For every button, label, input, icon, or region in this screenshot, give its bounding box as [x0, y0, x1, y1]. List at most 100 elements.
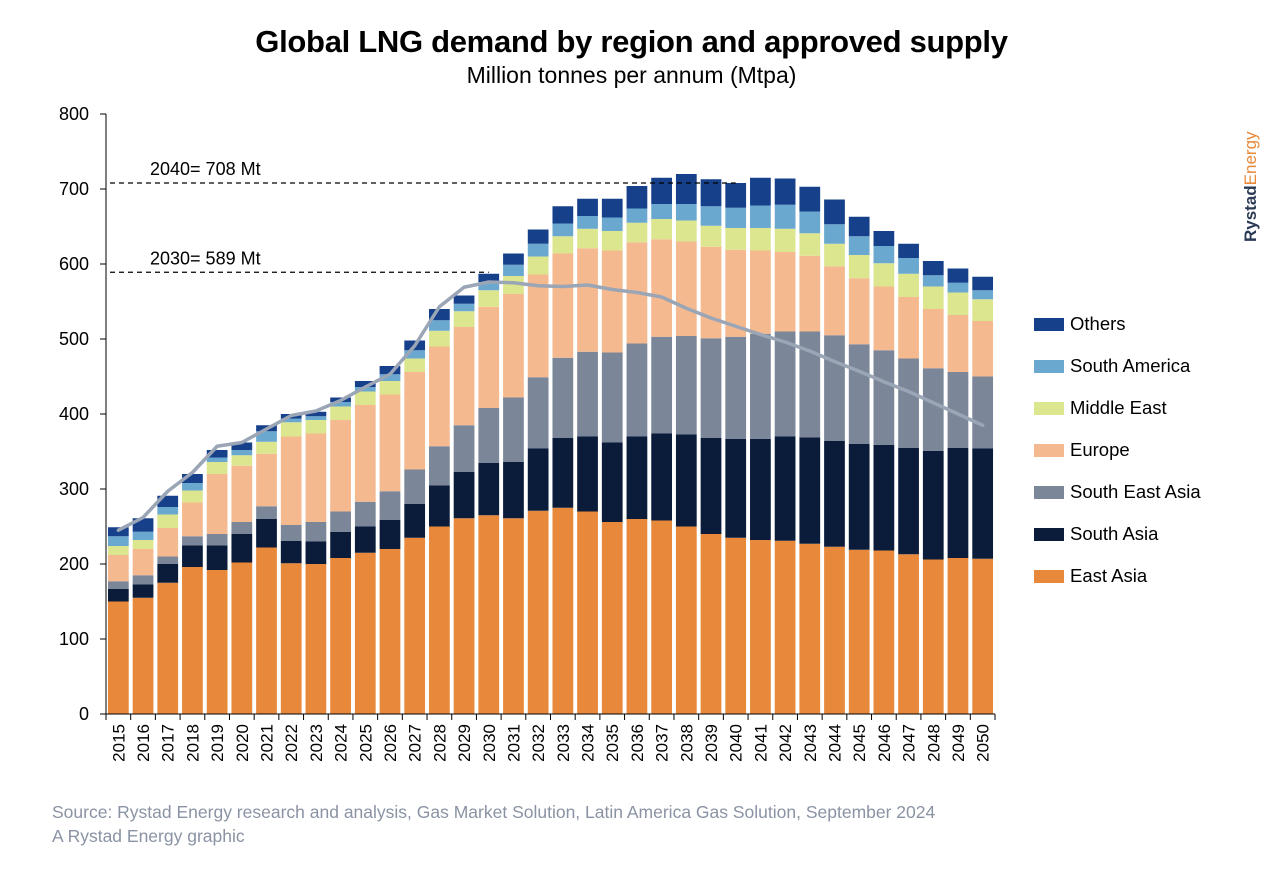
bar-segment [898, 273, 919, 297]
bar-segment [404, 504, 426, 538]
bar-segment [305, 411, 327, 417]
bar-segment [132, 549, 154, 576]
bar-segment [601, 442, 623, 522]
bar-segment [675, 241, 697, 336]
x-tick-label: 2046 [875, 724, 894, 762]
x-tick-label: 2025 [356, 724, 375, 762]
bar-segment [404, 469, 426, 504]
bar-segment [478, 273, 500, 282]
bar-segment [379, 549, 401, 714]
bar-segment [725, 438, 747, 538]
x-tick-label: 2040 [727, 724, 746, 762]
bar-segment [799, 233, 821, 256]
bar-segment [552, 253, 574, 358]
bar-segment [527, 510, 549, 714]
legend-label: South Asia [1070, 523, 1159, 544]
y-tick-label: 300 [59, 479, 89, 499]
bar-segment [750, 250, 771, 334]
bar-segment [354, 526, 376, 553]
x-tick-label: 2050 [974, 724, 993, 762]
bar-segment [157, 556, 179, 564]
bar-segment [527, 448, 549, 511]
bar-segment [675, 336, 697, 435]
bar-segment [552, 357, 574, 438]
bar-segment [700, 225, 722, 247]
bar-segment [404, 372, 426, 470]
bar-segment [947, 282, 969, 293]
bar-segment [824, 199, 845, 225]
bar-segment [725, 228, 747, 250]
bar-segment [922, 450, 944, 560]
x-tick-label: 2036 [628, 724, 647, 762]
bar-segment [157, 507, 179, 515]
x-tick-label: 2028 [430, 724, 449, 762]
bar-segment [774, 331, 796, 437]
bar-segment [107, 555, 129, 582]
bar-segment [601, 198, 623, 218]
bar-segment [577, 511, 598, 714]
bar-segment [898, 554, 919, 714]
bar-segment [922, 261, 944, 276]
bar-segment [972, 276, 994, 291]
bar-segment [922, 275, 944, 287]
bar-segment [898, 297, 919, 359]
y-tick-label: 800 [59, 104, 89, 124]
bar-segment [478, 306, 500, 408]
bar-segment [330, 406, 351, 420]
bar-segment [848, 216, 870, 237]
bar-segment [972, 376, 994, 449]
bar-segment [453, 311, 475, 327]
bar-segment [453, 303, 475, 312]
bar-segment [503, 518, 524, 714]
bar-segment [107, 601, 129, 714]
bar-segment [206, 457, 228, 462]
bar-segment [157, 495, 179, 507]
x-tick-label: 2030 [480, 724, 499, 762]
legend-item: Others [1034, 313, 1126, 335]
bar-segment [182, 474, 203, 483]
bar-segment [922, 559, 944, 714]
bar-segment [305, 420, 327, 434]
legend-swatch [1034, 359, 1064, 373]
x-tick-label: 2044 [825, 724, 844, 762]
bar-segment [725, 537, 747, 714]
bar-segment [107, 581, 129, 589]
bar-segment [182, 545, 203, 567]
legend-swatch [1034, 401, 1064, 415]
bar-segment [626, 222, 648, 243]
bar-segment [799, 437, 821, 544]
bar-segment [527, 229, 549, 244]
legend-item: South East Asia [1034, 481, 1201, 503]
bar-segment [132, 575, 154, 585]
bar-segment [330, 402, 351, 407]
bar-segment [675, 220, 697, 242]
bar-segment [429, 309, 450, 321]
bar-segment [577, 228, 598, 249]
bar-segment [675, 526, 697, 714]
bar-segment [503, 397, 524, 462]
bar-segment [552, 206, 574, 224]
bar-segment [651, 336, 672, 434]
bar-segment [182, 490, 203, 503]
bar-segment [848, 236, 870, 255]
bar-segment [404, 358, 426, 372]
x-tick-label: 2033 [554, 724, 573, 762]
x-tick-label: 2031 [504, 724, 523, 762]
brand-logo: RystadEnergy [1241, 131, 1261, 242]
y-tick-label: 100 [59, 629, 89, 649]
bar-segment [552, 236, 574, 254]
bar-segment [354, 405, 376, 502]
bar-segment [527, 243, 549, 257]
bar-segment [305, 522, 327, 542]
bar-segment [256, 441, 277, 454]
bar-segment [601, 231, 623, 251]
bar-segment [626, 343, 648, 437]
reference-label: 2040= 708 Mt [150, 159, 261, 179]
bar-segment [577, 351, 598, 437]
bar-segment [231, 455, 253, 466]
bar-segment [824, 266, 845, 336]
bar-segment [453, 425, 475, 472]
x-tick-label: 2018 [183, 724, 202, 762]
x-tick-label: 2038 [677, 724, 696, 762]
